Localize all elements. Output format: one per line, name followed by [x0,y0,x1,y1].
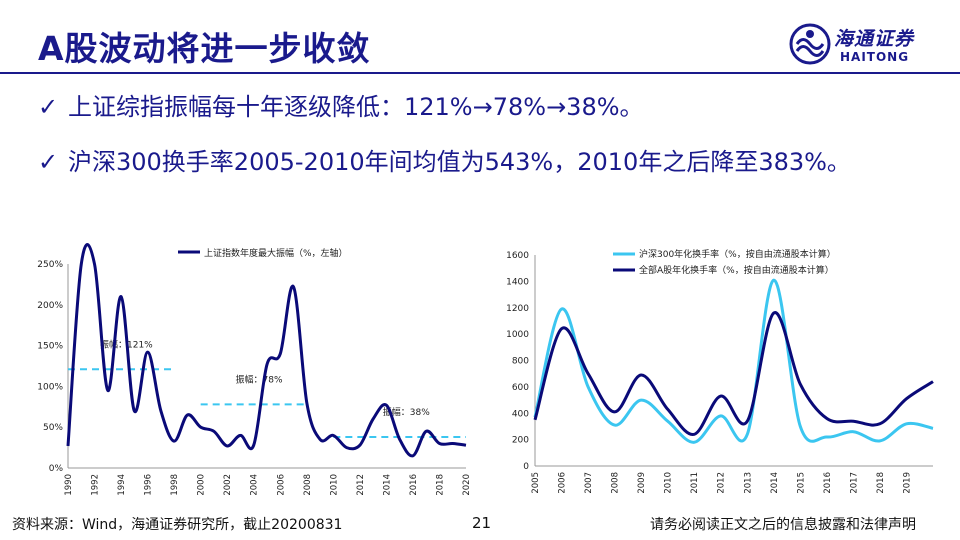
turnover-chart: 0 200 400 600 800 1000 1200 1400 1600 2005 2006 200… [506,248,934,494]
x-tick-label: 2004 [250,474,260,496]
x-tick-label: 1996 [144,474,154,496]
slide-title: A股波动将进一步收敛 [38,29,371,68]
x-tick-label: 2016 [409,474,419,496]
brand-logo: 海通证券 HAITONG [788,22,938,66]
x-tick-label: 1994 [117,474,127,496]
x-tick-label: 1990 [64,474,74,496]
haitong-emblem-icon [789,23,831,65]
y-tick-label: 1400 [506,277,529,287]
y-tick-label: 200 [512,436,529,446]
check-icon: ✓ [38,148,59,176]
x-tick-label: 2008 [611,472,621,494]
x-tick-label: 2020 [462,474,472,496]
series-line-csi300 [533,278,934,444]
bullet-text: 上证综指振幅每十年逐级降低：121%→78%→38%。 [68,93,644,121]
y-tick-label: 800 [512,357,529,367]
title-divider [0,72,960,74]
x-tick-label: 2010 [664,472,674,494]
y-tick-label: 150% [37,342,63,352]
x-tick-label: 2011 [690,472,700,494]
bullet-turnover: ✓ 沪深300换手率2005-2010年间均值为543%，2010年之后降至383… [38,142,851,177]
y-tick-label: 250% [37,260,63,270]
check-icon: ✓ [38,93,59,121]
x-tick-label: 2005 [531,472,541,494]
x-tick-label: 2017 [849,472,859,494]
y-tick-label: 1200 [506,304,529,314]
series-line-amplitude [66,243,467,458]
bullet-text: 沪深300换手率2005-2010年间均值为543%，2010年之后降至383%… [68,148,851,176]
brand-name-en: HAITONG [840,50,910,64]
amplitude-annotation: 振幅：78% [236,373,283,385]
x-tick-label: 2016 [823,472,833,494]
x-tick-label: 2018 [435,474,445,496]
y-tick-label: 50% [43,423,63,433]
x-tick-label: 2018 [876,472,886,494]
x-tick-label: 2006 [558,472,568,494]
legend-label: 沪深300年化换手率（%，按自由流通股本计算） [639,248,836,260]
x-tick-label: 2013 [743,472,753,494]
page-number: 21 [472,514,492,532]
x-tick-label: 2014 [770,472,780,494]
legend-label: 上证指数年度最大振幅（%，左轴） [204,247,348,259]
y-tick-label: 600 [512,383,529,393]
x-tick-label: 2007 [584,472,594,494]
bullet-amplitude: ✓ 上证综指振幅每十年逐级降低：121%→78%→38%。 [38,87,644,122]
x-tick-label: 2002 [223,474,233,496]
x-tick-label: 2015 [796,472,806,494]
x-tick-label: 1998 [170,474,180,496]
y-tick-label: 100% [37,382,63,392]
x-tick-label: 2012 [356,474,366,496]
x-tick-label: 1992 [91,474,101,496]
y-tick-label: 0 [523,462,529,472]
x-tick-label: 2012 [717,472,727,494]
disclaimer: 请务必阅读正文之后的信息披露和法律声明 [650,517,916,533]
brand-name-cn: 海通证券 [834,28,915,50]
x-tick-label: 2008 [303,474,313,496]
amplitude-annotation: 振幅：38% [383,406,430,418]
y-tick-label: 200% [37,301,63,311]
y-tick-label: 1000 [506,330,529,340]
amplitude-chart: 0% 50% 100% 150% 200% 250% 1990 1992 1994 1996 199… [37,243,472,496]
series-line-all-a [533,311,934,436]
x-tick-label: 2019 [902,472,912,494]
x-tick-label: 2010 [329,474,339,496]
source-note: 资料来源：Wind，海通证券研究所，截止20200831 [12,517,343,533]
x-tick-label: 2006 [276,474,286,496]
x-tick-label: 2009 [637,472,647,494]
y-tick-label: 400 [512,409,529,419]
x-tick-label: 2014 [382,474,392,496]
y-tick-label: 1600 [506,251,529,261]
x-tick-label: 2000 [197,474,207,496]
y-tick-label: 0% [49,464,64,474]
legend-label: 全部A股年化换手率（%，按自由流通股本计算） [639,264,834,276]
